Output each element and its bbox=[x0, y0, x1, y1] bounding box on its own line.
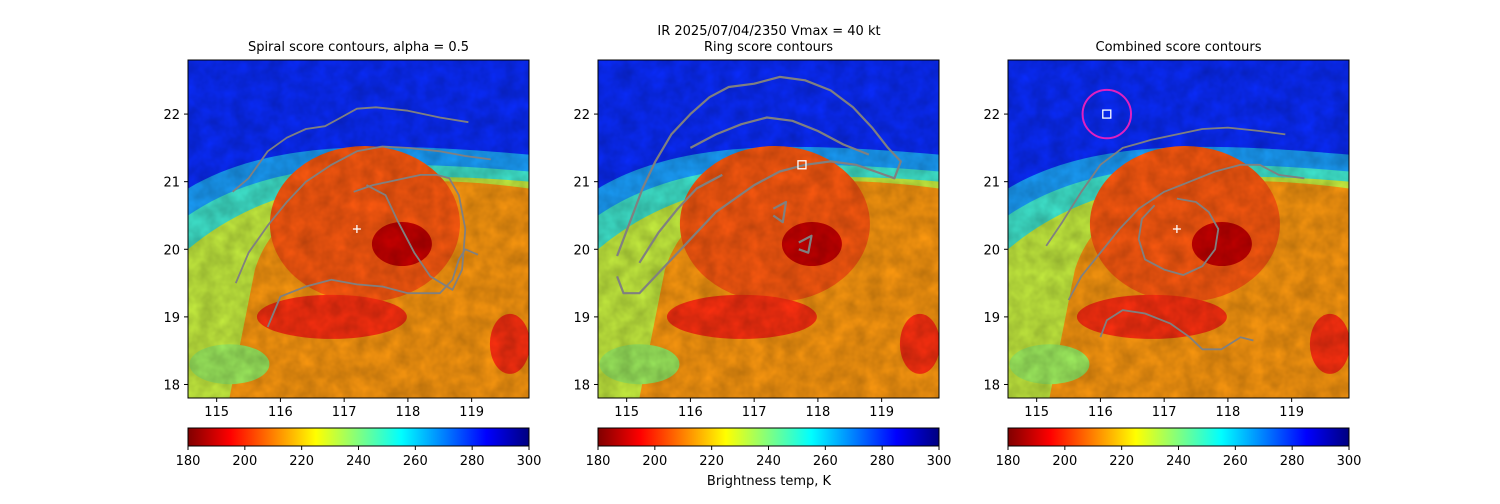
axes-frame bbox=[187, 59, 530, 399]
axes-frame bbox=[597, 59, 940, 399]
panel-title: Ring score contours bbox=[704, 40, 833, 55]
colorbar-tick-label: 220 bbox=[289, 454, 314, 469]
panel-title: Combined score contours bbox=[1096, 40, 1262, 55]
contour-line bbox=[232, 106, 469, 193]
colorbar-tick-label: 180 bbox=[176, 454, 201, 469]
panel-1: Spiral score contours, alpha = 0.5 115 116… bbox=[163, 40, 541, 469]
contour-line bbox=[1045, 126, 1286, 247]
y-tick-label: 21 bbox=[983, 176, 1000, 191]
x-tick-label: 115 bbox=[204, 405, 229, 420]
ir-image bbox=[188, 60, 529, 398]
ir-image bbox=[598, 60, 939, 398]
x-tick-label: 116 bbox=[678, 405, 703, 420]
ir-image bbox=[1008, 60, 1349, 398]
colorbar-tick-label: 280 bbox=[460, 454, 485, 469]
contour-line bbox=[798, 234, 813, 254]
y-tick-label: 18 bbox=[573, 378, 590, 393]
x-tick-label: 119 bbox=[869, 405, 894, 420]
y-tick-label: 21 bbox=[573, 176, 590, 191]
center-marker bbox=[352, 225, 361, 233]
colorbar-tick-label: 300 bbox=[517, 454, 542, 469]
colorbar-tick-label: 220 bbox=[1109, 454, 1134, 469]
colorbar: 180 200 220 240 260 280 300 bbox=[586, 427, 952, 469]
colorbar-label: Brightness temp, K bbox=[707, 474, 832, 489]
colorbar-tick-label: 280 bbox=[1280, 454, 1305, 469]
contour-line bbox=[772, 200, 788, 224]
y-tick-label: 21 bbox=[163, 176, 180, 191]
y-tick-label: 22 bbox=[573, 108, 590, 123]
colorbar-tick-label: 280 bbox=[870, 454, 895, 469]
panel-2: Ring score contours 115 116 117 118 119 18 19 20… bbox=[573, 40, 951, 469]
colorbar: 180 200 220 240 260 280 300 bbox=[996, 427, 1362, 469]
x-tick-label: 115 bbox=[614, 405, 639, 420]
ring-marker bbox=[1081, 88, 1133, 140]
x-tick-label: 118 bbox=[805, 405, 830, 420]
contour-line bbox=[638, 173, 723, 264]
colorbar-tick-label: 260 bbox=[1223, 454, 1248, 469]
y-tick-label: 22 bbox=[983, 108, 1000, 123]
x-tick-label: 117 bbox=[332, 405, 357, 420]
panel-3: Combined score contours 115 116 117 118 119 18… bbox=[983, 40, 1361, 469]
suptitle: IR 2025/07/04/2350 Vmax = 40 kt bbox=[657, 24, 880, 39]
square-marker bbox=[797, 160, 807, 170]
contour-line bbox=[1137, 197, 1220, 276]
colorbar: 180 200 220 240 260 280 300 bbox=[176, 427, 542, 469]
contour-line bbox=[616, 75, 902, 295]
y-tick-label: 20 bbox=[573, 243, 590, 258]
contour-line bbox=[1067, 163, 1305, 301]
colorbar-tick-label: 240 bbox=[756, 454, 781, 469]
colorbar-tick-label: 260 bbox=[813, 454, 838, 469]
colorbar-tick-label: 240 bbox=[1166, 454, 1191, 469]
y-tick-label: 20 bbox=[163, 243, 180, 258]
colorbar-tick-label: 300 bbox=[1337, 454, 1362, 469]
contour-line bbox=[689, 116, 870, 156]
colorbar-tick-label: 240 bbox=[346, 454, 371, 469]
center-marker bbox=[1172, 225, 1181, 233]
colorbar-tick-label: 220 bbox=[699, 454, 724, 469]
colorbar-tick-label: 300 bbox=[927, 454, 952, 469]
y-tick-label: 19 bbox=[163, 311, 180, 326]
x-tick-label: 119 bbox=[1279, 405, 1304, 420]
colorbar-tick-label: 200 bbox=[1052, 454, 1077, 469]
x-tick-label: 117 bbox=[1152, 405, 1177, 420]
x-tick-label: 115 bbox=[1024, 405, 1049, 420]
square-marker bbox=[1102, 109, 1112, 119]
y-tick-label: 22 bbox=[163, 108, 180, 123]
colorbar-tick-label: 180 bbox=[586, 454, 611, 469]
x-tick-label: 119 bbox=[459, 405, 484, 420]
x-tick-label: 118 bbox=[395, 405, 420, 420]
colorbar-tick-label: 200 bbox=[642, 454, 667, 469]
x-tick-label: 116 bbox=[1088, 405, 1113, 420]
x-tick-label: 117 bbox=[742, 405, 767, 420]
axes-frame bbox=[1007, 59, 1350, 399]
colorbar-tick-label: 260 bbox=[403, 454, 428, 469]
contour-line bbox=[353, 174, 467, 291]
colorbar-tick-label: 180 bbox=[996, 454, 1021, 469]
x-tick-label: 116 bbox=[268, 405, 293, 420]
contour-line bbox=[1099, 309, 1254, 351]
contour-line bbox=[234, 145, 491, 284]
y-tick-label: 19 bbox=[573, 311, 590, 326]
colorbar-tick-label: 200 bbox=[232, 454, 257, 469]
y-tick-label: 18 bbox=[983, 378, 1000, 393]
y-tick-label: 19 bbox=[983, 311, 1000, 326]
y-tick-label: 18 bbox=[163, 378, 180, 393]
x-tick-label: 118 bbox=[1215, 405, 1240, 420]
panel-title: Spiral score contours, alpha = 0.5 bbox=[248, 40, 469, 55]
contour-line bbox=[266, 248, 479, 328]
y-tick-label: 20 bbox=[983, 243, 1000, 258]
